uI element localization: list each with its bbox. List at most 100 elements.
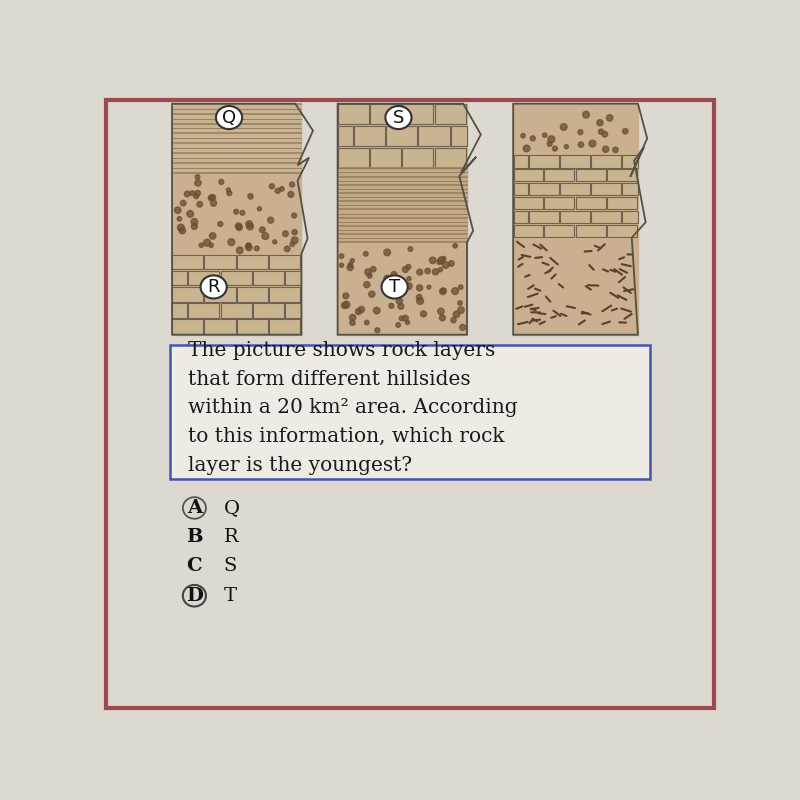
- Bar: [514, 183, 528, 195]
- Polygon shape: [513, 104, 638, 154]
- Point: [404, 242, 417, 255]
- Bar: [354, 126, 385, 146]
- Bar: [560, 155, 590, 168]
- Polygon shape: [338, 242, 467, 334]
- Point: [385, 278, 398, 290]
- Text: The picture shows rock layers
that form different hillsides
within a 20 km² area: The picture shows rock layers that form …: [188, 341, 518, 475]
- Point: [437, 284, 450, 297]
- Point: [433, 256, 446, 269]
- Point: [456, 321, 469, 334]
- Point: [201, 236, 214, 249]
- Point: [413, 282, 426, 294]
- Point: [288, 226, 301, 238]
- Point: [594, 126, 607, 138]
- Bar: [338, 147, 369, 168]
- Point: [361, 278, 374, 291]
- Point: [402, 280, 415, 293]
- Text: R: R: [224, 528, 238, 546]
- Bar: [173, 254, 203, 270]
- Ellipse shape: [382, 275, 408, 298]
- Text: Q: Q: [222, 109, 236, 126]
- Bar: [173, 319, 203, 334]
- Bar: [205, 254, 235, 270]
- Point: [244, 190, 257, 202]
- Bar: [338, 126, 353, 146]
- Point: [526, 132, 539, 145]
- Bar: [386, 126, 418, 146]
- Point: [435, 254, 448, 266]
- Bar: [514, 210, 528, 223]
- Ellipse shape: [216, 106, 242, 129]
- Point: [184, 207, 197, 220]
- Bar: [622, 210, 638, 223]
- Point: [402, 261, 414, 274]
- Point: [401, 316, 414, 329]
- Point: [266, 180, 278, 193]
- Point: [574, 126, 587, 138]
- Point: [359, 247, 372, 260]
- Point: [362, 266, 374, 278]
- Bar: [529, 210, 559, 223]
- Point: [206, 230, 219, 242]
- Point: [206, 191, 219, 204]
- Point: [399, 312, 412, 325]
- Bar: [560, 210, 590, 223]
- Point: [335, 259, 348, 272]
- Point: [285, 188, 298, 201]
- Point: [538, 129, 551, 142]
- Point: [399, 263, 412, 276]
- Point: [243, 220, 256, 233]
- Point: [393, 294, 406, 307]
- Point: [177, 197, 190, 210]
- Bar: [402, 105, 434, 125]
- Point: [236, 206, 249, 219]
- Point: [256, 223, 269, 236]
- Bar: [575, 197, 606, 209]
- Bar: [221, 270, 252, 286]
- Point: [346, 254, 358, 267]
- Point: [242, 238, 255, 251]
- Bar: [221, 303, 252, 318]
- Point: [215, 175, 228, 188]
- Text: C: C: [186, 558, 202, 575]
- Text: S: S: [224, 558, 237, 575]
- Point: [517, 130, 530, 142]
- Point: [233, 221, 246, 234]
- Point: [186, 186, 198, 199]
- Bar: [338, 105, 369, 125]
- Bar: [514, 155, 528, 168]
- Bar: [606, 169, 637, 182]
- Point: [549, 142, 562, 155]
- Point: [445, 257, 458, 270]
- Text: T: T: [389, 278, 400, 296]
- Bar: [622, 183, 638, 195]
- Point: [234, 244, 246, 257]
- Point: [195, 239, 208, 252]
- Text: B: B: [186, 528, 202, 546]
- Point: [603, 111, 616, 124]
- Point: [355, 303, 368, 316]
- Bar: [529, 155, 559, 168]
- Bar: [188, 270, 219, 286]
- Bar: [269, 319, 300, 334]
- Point: [242, 240, 254, 253]
- Bar: [402, 147, 434, 168]
- Bar: [544, 197, 574, 209]
- Polygon shape: [513, 154, 638, 238]
- Point: [381, 246, 394, 259]
- Point: [436, 311, 449, 324]
- Bar: [575, 225, 606, 237]
- Bar: [205, 287, 235, 302]
- Point: [454, 304, 467, 317]
- Point: [383, 278, 396, 291]
- Bar: [286, 303, 301, 318]
- Point: [346, 316, 359, 329]
- Point: [413, 290, 426, 303]
- Point: [194, 198, 206, 210]
- Bar: [173, 287, 203, 302]
- Point: [344, 258, 357, 271]
- Point: [414, 266, 426, 278]
- Point: [421, 265, 434, 278]
- Point: [191, 170, 204, 183]
- Point: [242, 241, 255, 254]
